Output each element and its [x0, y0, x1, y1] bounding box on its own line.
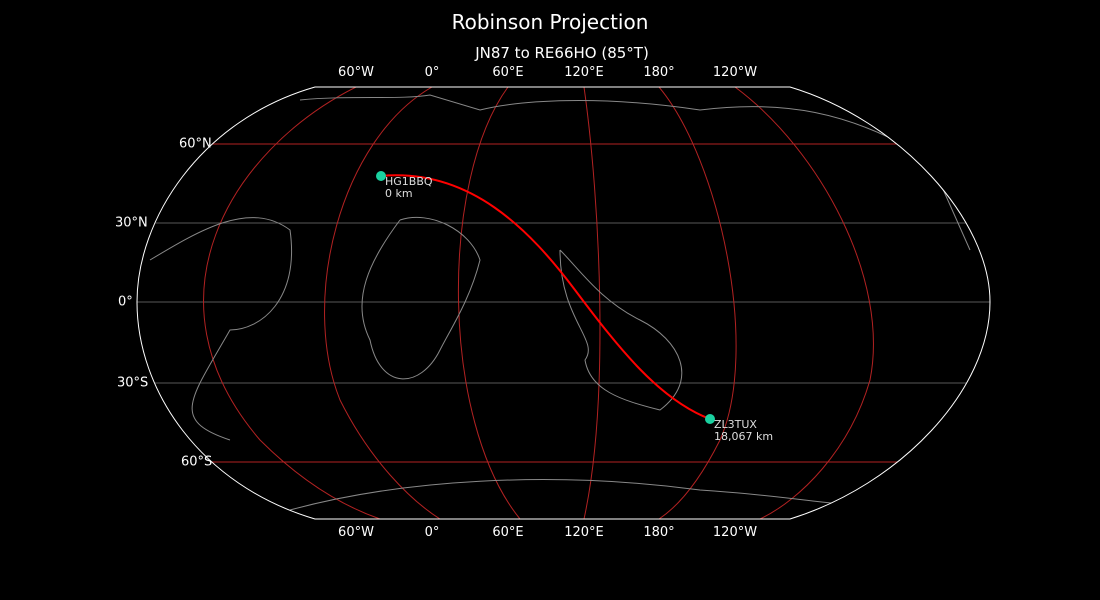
top-label: 0° [424, 65, 440, 80]
lat-label: 30°S [117, 375, 149, 391]
top-label: 120°W [712, 65, 758, 80]
lat-label: 60°N [179, 136, 212, 152]
end-call: ZL3TUX [714, 418, 757, 431]
lat-label: 30°N [115, 215, 148, 231]
top-label: 120°E [564, 65, 604, 80]
map-subtitle: JN87 to RE66HO (85°T) [475, 44, 649, 62]
bottom-label: 0° [424, 525, 440, 540]
coastlines [149, 94, 971, 511]
end-dist: 18,067 km [714, 430, 773, 443]
map-boundary [136, 86, 991, 520]
great-circle-path [380, 174, 711, 420]
start-call: HG1BBQ [385, 175, 433, 188]
bottom-label: 60°W [338, 525, 374, 540]
bottom-label: 120°E [564, 525, 604, 540]
map-title: Robinson Projection [451, 10, 649, 34]
top-label: 60°E [492, 65, 524, 80]
end-marker[interactable] [705, 414, 715, 424]
bottom-label: 60°E [492, 525, 524, 540]
bottom-label: 180° [643, 525, 675, 540]
grid-meridians [203, 87, 874, 519]
lat-label: 0° [118, 294, 133, 310]
lat-label: 60°S [181, 454, 213, 470]
top-label: 60°W [338, 65, 374, 80]
start-dist: 0 km [385, 187, 413, 200]
top-label: 180° [643, 65, 675, 80]
start-marker[interactable] [376, 171, 386, 181]
bottom-label: 120°W [712, 525, 758, 540]
